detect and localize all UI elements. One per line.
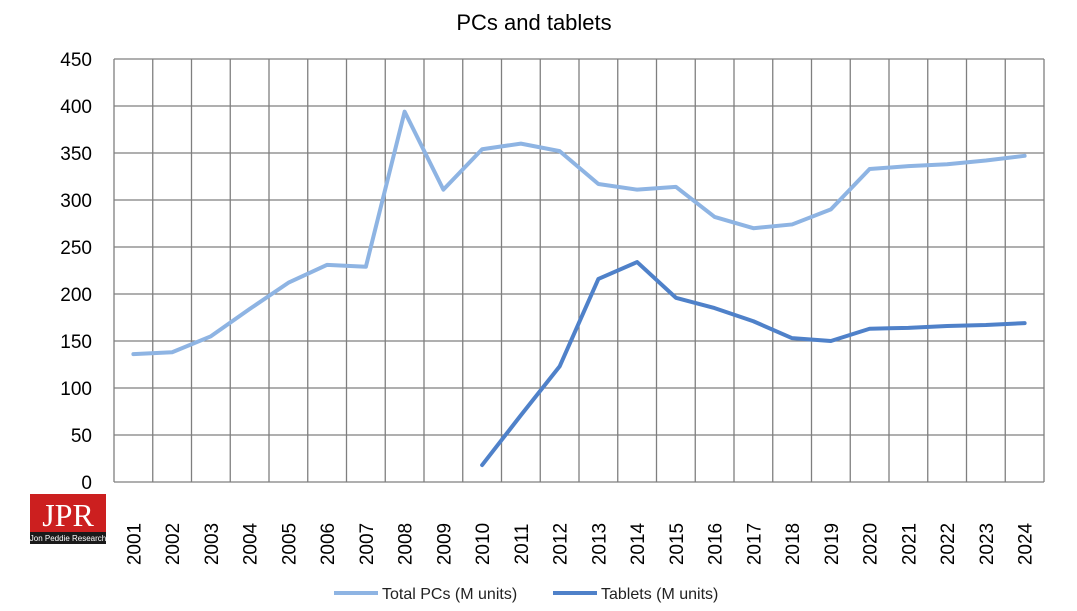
y-tick-label: 250	[60, 238, 92, 259]
x-axis-ticks: 2001 2002 2003 2004 2005 2006 2007 2008 2009 2010…	[124, 522, 1036, 565]
y-tick-label: 450	[60, 50, 92, 71]
x-tick-label: 2002	[163, 523, 184, 565]
y-tick-label: 50	[71, 426, 92, 447]
x-tick-label: 2022	[938, 523, 959, 565]
x-tick-label: 2011	[512, 524, 533, 565]
x-tick-label: 2004	[241, 522, 262, 565]
x-tick-label: 2018	[783, 523, 804, 565]
x-tick-label: 2001	[124, 523, 145, 565]
x-tick-label: 2017	[744, 523, 765, 565]
x-tick-label: 2005	[279, 523, 300, 565]
series-line-1	[131, 109, 1027, 357]
x-tick-label: 2006	[318, 523, 339, 565]
logo-sub-block	[30, 532, 106, 544]
x-tick-label: 2008	[396, 523, 417, 565]
chart-title: PCs and tablets	[456, 10, 611, 35]
series-line-2	[480, 260, 1027, 468]
x-tick-label: 2015	[667, 523, 688, 565]
y-axis-ticks: 0 50 100 150 200 250 300 350 400 450	[60, 50, 92, 494]
x-tick-label: 2023	[977, 523, 998, 565]
x-tick-label: 2014	[628, 522, 649, 565]
x-tick-label: 2024	[1016, 522, 1037, 565]
series-lines	[131, 109, 1027, 468]
y-tick-label: 300	[60, 191, 92, 212]
x-tick-label: 2020	[861, 523, 882, 565]
x-tick-label: 2003	[202, 523, 223, 565]
x-tick-label: 2009	[434, 523, 455, 565]
legend-label-2: Tablets (M units)	[601, 586, 718, 603]
y-tick-label: 150	[60, 332, 92, 353]
logo-red-block	[30, 494, 106, 532]
x-tick-label: 2007	[357, 523, 378, 565]
logo-text: JPR	[42, 497, 94, 533]
legend-label-1: Total PCs (M units)	[382, 586, 517, 603]
y-tick-label: 0	[81, 473, 92, 494]
x-tick-label: 2019	[822, 523, 843, 565]
x-tick-label: 2010	[473, 523, 494, 565]
jpr-logo: JPR Jon Peddie Research	[30, 494, 107, 544]
legend: Total PCs (M units) Tablets (M units)	[334, 586, 718, 603]
y-tick-label: 350	[60, 144, 92, 165]
vertical-gridlines	[113, 59, 1045, 482]
x-tick-label: 2012	[551, 523, 572, 565]
x-tick-label: 2013	[589, 523, 610, 565]
y-tick-label: 100	[60, 379, 92, 400]
y-tick-label: 400	[60, 97, 92, 118]
x-tick-label: 2021	[899, 523, 920, 565]
x-tick-label: 2016	[706, 523, 727, 565]
y-tick-label: 200	[60, 285, 92, 306]
logo-subtext: Jon Peddie Research	[30, 534, 107, 543]
